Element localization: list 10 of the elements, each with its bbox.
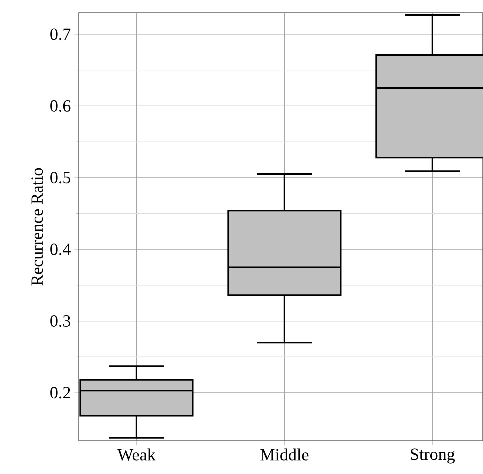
x-tick-label: Middle [260,448,309,461]
y-axis-title: Recurrence Ratio [32,168,44,286]
y-tick-label: 0.2 [50,387,70,399]
y-tick-label: 0.6 [50,100,71,112]
y-tick-label: 0.7 [50,28,71,40]
x-tick-label: Strong [411,448,456,464]
x-tick-label: Weak [118,448,156,461]
y-tick-label: 0.3 [50,315,71,328]
y-tick-label: 0.5 [50,172,71,184]
y-tick-label: 0.4 [50,244,71,256]
